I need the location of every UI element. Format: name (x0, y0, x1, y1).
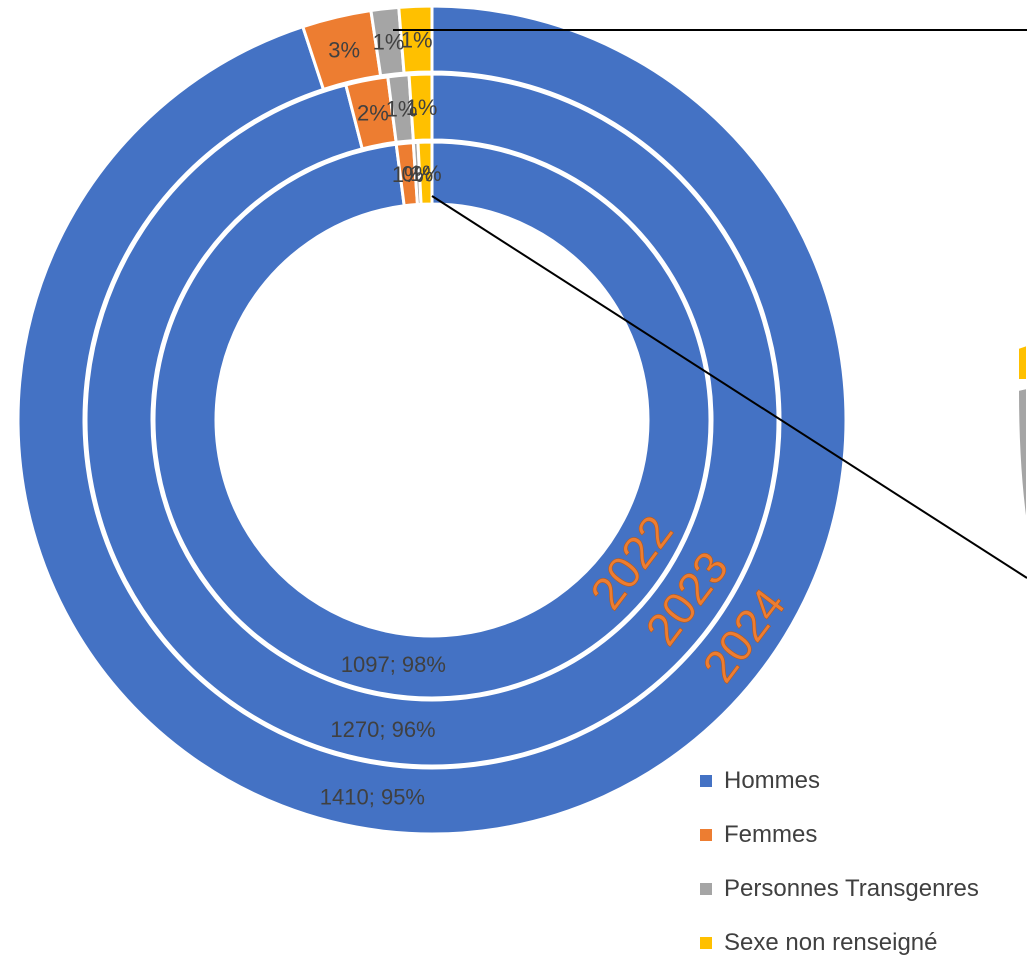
legend: Hommes Femmes Personnes Transgenres Sexe no… (700, 754, 979, 970)
data-label-2022-femmes: 1% (392, 162, 424, 187)
data-label-2024-hommes: 1410; 95% (320, 784, 425, 809)
legend-swatch (700, 775, 712, 787)
secondary-pie-gray-slice (1016, 386, 1027, 531)
data-label-2023-hommes: 1270; 96% (330, 717, 435, 742)
data-label-2024-transgenres: 1% (373, 29, 405, 54)
legend-label: Personnes Transgenres (724, 875, 979, 902)
data-label-2022-hommes: 1097; 98% (341, 652, 446, 677)
slice-2022-hommes (152, 140, 712, 700)
donut-rings (16, 4, 848, 836)
legend-label: Hommes (724, 767, 821, 794)
data-label-2022-non-renseigne: 1% (410, 161, 442, 186)
slice-2023-hommes (84, 72, 780, 768)
legend-item-non-renseigne: Sexe non renseigné (700, 916, 979, 970)
connector-line-diagonal (431, 195, 1027, 579)
connector-lines (393, 29, 1027, 579)
legend-label: Sexe non renseigné (724, 929, 938, 956)
data-label-2024-femmes: 3% (328, 37, 360, 62)
legend-item-femmes: Femmes (700, 808, 979, 862)
secondary-pie-yellow-slice (1017, 343, 1027, 381)
slice-2024-hommes (16, 4, 848, 836)
secondary-pie-fragment (1016, 343, 1027, 531)
slice-2022-non-renseigne (416, 140, 434, 206)
legend-item-hommes: Hommes (700, 754, 979, 808)
legend-swatch (700, 937, 712, 949)
data-label-2023-femmes: 2% (357, 101, 389, 126)
data-label-2022-transgenres: 0% (402, 161, 434, 186)
data-label-2023-transgenres: 1% (386, 96, 418, 121)
slice-2024-non-renseigne (397, 4, 434, 75)
data-label-2024-non-renseigne: 1% (401, 27, 433, 52)
legend-item-transgenres: Personnes Transgenres (700, 862, 979, 916)
legend-label: Femmes (724, 821, 818, 848)
data-labels: 1097; 98%1%0%1%1270; 96%2%1%1%1410; 95%3… (320, 27, 446, 809)
legend-swatch (700, 883, 712, 895)
data-label-2023-non-renseigne: 1% (406, 95, 438, 120)
slice-2023-non-renseigne (407, 72, 434, 143)
legend-swatch (700, 829, 712, 841)
